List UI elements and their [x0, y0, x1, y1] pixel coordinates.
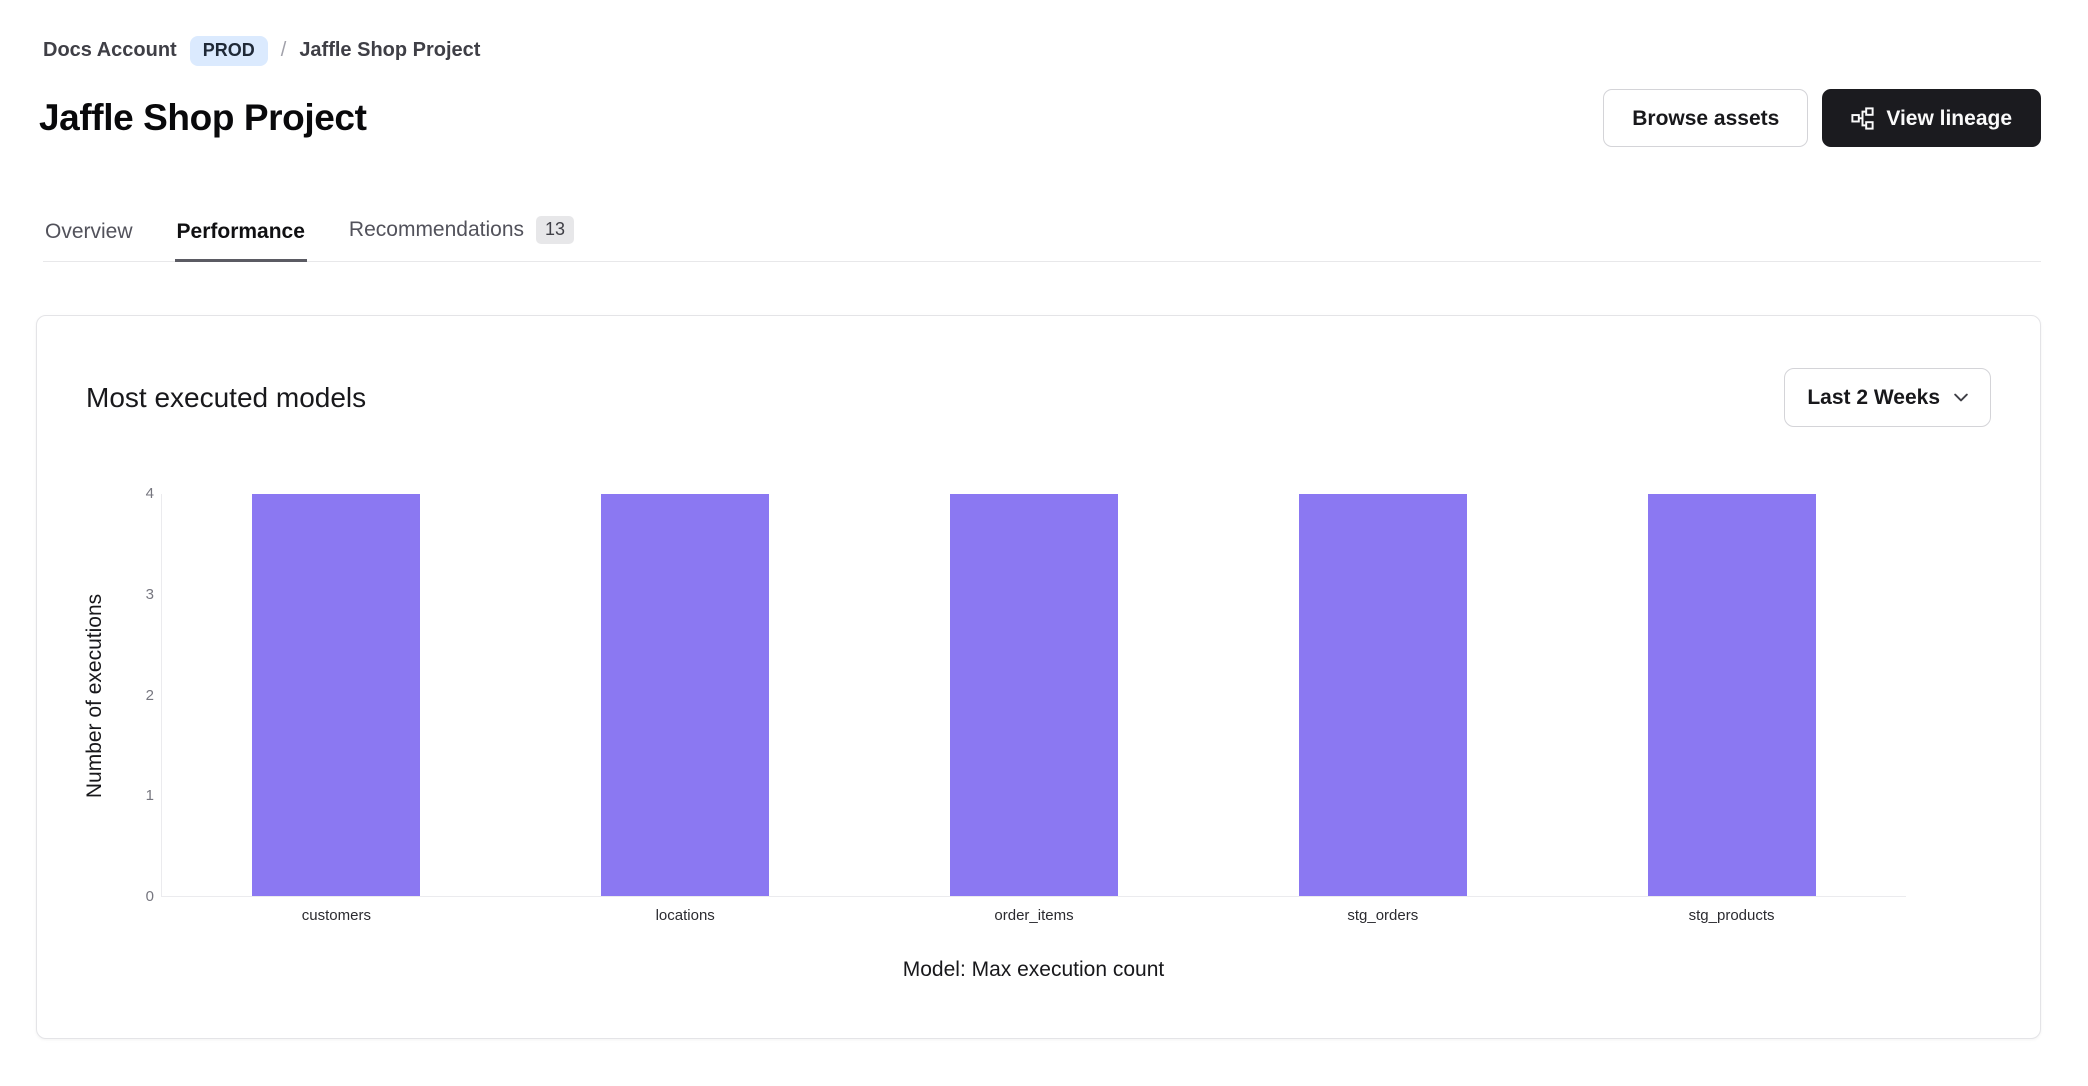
bar-locations[interactable] [601, 494, 770, 896]
bar-category-label: stg_products [1688, 907, 1775, 924]
tab-overview-label: Overview [45, 219, 133, 243]
bar-slot-stg_orders: stg_orders [1208, 494, 1557, 924]
x-axis-title: Model: Max execution count [902, 958, 1165, 981]
bar-stg_orders[interactable] [1298, 494, 1467, 896]
y-ticks: 0 1 2 3 4 [37, 485, 154, 905]
time-range-dropdown[interactable]: Last 2 Weeks [1784, 368, 1991, 427]
browse-assets-button[interactable]: Browse assets [1603, 89, 1809, 147]
breadcrumb-project-link[interactable]: Jaffle Shop Project [299, 39, 481, 62]
tab-bar: Overview Performance Recommendations 13 [43, 210, 2041, 262]
tab-overview[interactable]: Overview [43, 214, 135, 262]
tab-recommendations-label: Recommendations [348, 217, 525, 241]
y-tick-label: 4 [145, 485, 154, 502]
bar-stg_products[interactable] [1647, 494, 1816, 896]
bar-category-label: order_items [994, 907, 1074, 924]
y-tick-label: 0 [145, 888, 154, 905]
y-tick-label: 2 [145, 686, 154, 704]
most-executed-models-card: Most executed models Last 2 Weeks Number… [36, 315, 2041, 1039]
time-range-value: Last 2 Weeks [1807, 385, 1940, 409]
view-lineage-label: View lineage [1886, 106, 2012, 130]
tab-performance-label: Performance [176, 219, 305, 243]
header-actions: Browse assets View lineage [1603, 89, 2041, 147]
breadcrumb: Docs Account PROD / Jaffle Shop Project [43, 36, 480, 66]
breadcrumb-account-link[interactable]: Docs Account [43, 39, 177, 62]
card-header: Most executed models Last 2 Weeks [86, 368, 1991, 427]
card-heading: Most executed models [86, 381, 367, 413]
browse-assets-label: Browse assets [1632, 106, 1780, 130]
breadcrumb-separator: / [280, 39, 287, 62]
bar-slot-customers: customers [162, 494, 511, 924]
bar-order_items[interactable] [949, 494, 1118, 896]
bar-category-label: locations [655, 907, 715, 924]
environment-badge: PROD [189, 36, 268, 66]
bar-category-label: stg_orders [1347, 907, 1419, 924]
tab-performance[interactable]: Performance [174, 214, 307, 262]
page-header: Jaffle Shop Project Browse assets View l… [39, 88, 2041, 148]
plot-area: customers locations order_items stg_orders s… [161, 494, 1906, 924]
bar-customers[interactable] [252, 494, 421, 896]
bar-slot-stg_products: stg_products [1557, 494, 1906, 924]
bar-slot-order_items: order_items [860, 494, 1209, 924]
y-tick-label: 1 [145, 787, 154, 805]
bar-category-label: customers [301, 907, 371, 924]
view-lineage-button[interactable]: View lineage [1822, 89, 2041, 147]
lineage-graph-icon [1851, 106, 1874, 130]
page-title: Jaffle Shop Project [39, 97, 367, 138]
chevron-down-icon [1954, 393, 1968, 402]
tab-recommendations[interactable]: Recommendations 13 [347, 210, 576, 262]
recommendations-count-badge: 13 [536, 216, 575, 244]
y-tick-label: 3 [145, 585, 154, 603]
bar-slot-locations: locations [511, 494, 860, 924]
